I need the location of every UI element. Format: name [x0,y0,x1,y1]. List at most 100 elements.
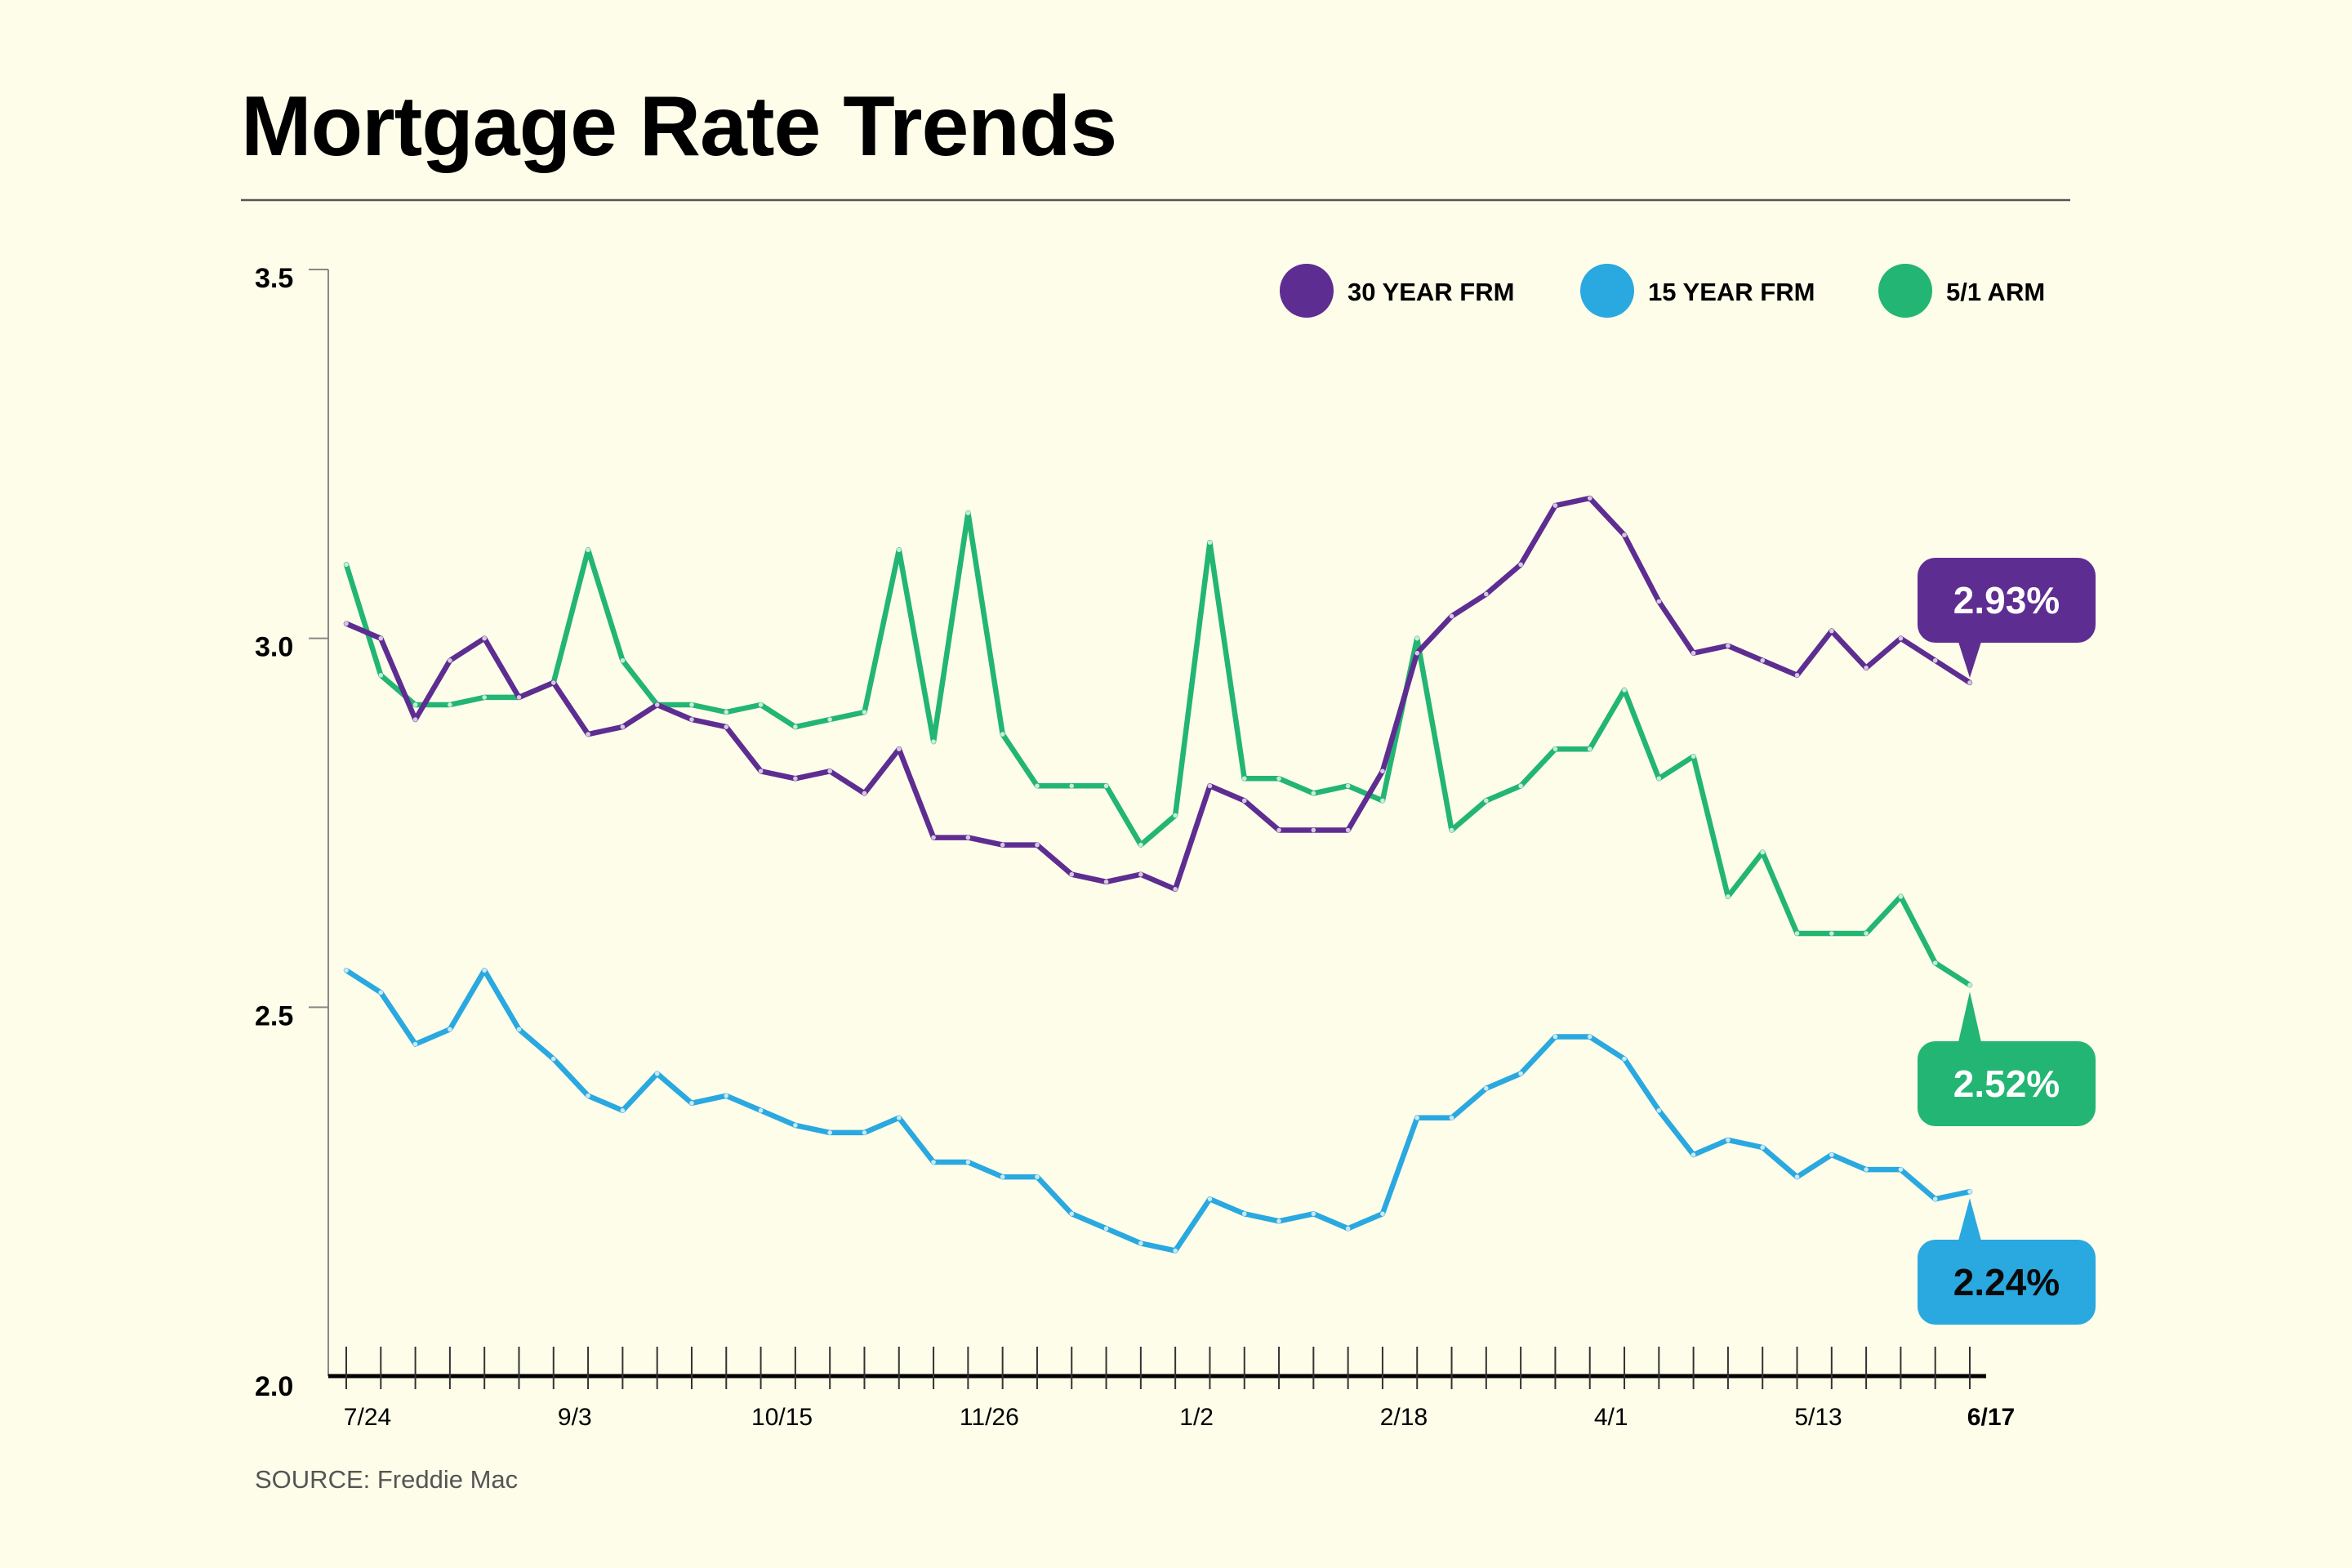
data-point [586,547,590,553]
data-point [1069,783,1075,789]
data-point [586,1093,590,1098]
data-point [1276,776,1281,782]
x-axis: 7/24 9/3 10/15 11/26 1/2 2/18 4/1 5/13 6/17 [328,1347,2015,1431]
data-point [1276,1218,1281,1224]
data-point [550,1056,556,1062]
callout-layer: 2.93% 2.52% 2.24% [1918,558,2096,1325]
data-point [378,635,384,641]
data-point [620,657,626,663]
y-tick-label: 3.5 [255,263,293,294]
data-point [620,724,626,729]
data-point [1898,1167,1904,1172]
data-point [482,635,487,641]
data-point [965,835,971,840]
data-point [1311,1211,1316,1217]
data-point [586,732,590,737]
data-point [1932,657,1938,663]
data-point [724,724,729,729]
x-tick-label: 4/1 [1594,1404,1628,1431]
x-tick-label: 2/18 [1380,1404,1428,1431]
data-point [1000,842,1005,848]
x-tick-label: 5/13 [1794,1404,1842,1431]
data-point [1103,1226,1109,1232]
data-point [1622,532,1627,537]
data-point [1103,879,1109,884]
data-point [1622,1056,1627,1062]
callout-15-year-frm: 2.24% [1918,1198,2096,1325]
series-line-30-year-frm [343,495,1973,893]
legend-item-30-year-frm: 30 YEAR FRM [1280,264,1514,318]
data-point [1000,1174,1005,1179]
series-5-1-arm [343,510,1973,988]
data-point [1726,1138,1731,1143]
data-point [1794,931,1800,936]
data-point [1345,783,1351,789]
data-point [1898,635,1904,641]
data-point [1138,1241,1143,1246]
data-point [378,990,384,996]
data-point [1241,798,1247,804]
data-point [550,680,556,685]
legend-item-15-year-frm: 15 YEAR FRM [1580,264,1815,318]
data-point [793,776,798,782]
data-point [758,768,764,774]
data-point [1932,960,1938,965]
data-point [827,768,832,774]
data-point [344,621,349,626]
callout-30-year-frm: 2.93% [1918,558,2096,678]
data-point [344,968,349,973]
data-point [378,673,384,678]
data-point [1829,628,1834,634]
x-tick-label: 6/17 [1967,1404,2015,1431]
series-line-5-1-arm [343,510,1973,988]
data-point [1690,754,1696,759]
data-point [1380,798,1385,804]
data-point [1552,1034,1558,1040]
data-point [1414,650,1420,656]
data-point [1656,1108,1662,1113]
data-point [1484,1085,1489,1091]
data-point [620,1108,626,1113]
data-point [896,547,902,553]
data-point [516,695,522,700]
data-point [1173,813,1178,818]
data-point [1690,1152,1696,1157]
data-point [1794,673,1800,678]
callout-pointer [1958,642,1981,678]
data-point [862,791,867,796]
data-point [1035,783,1040,789]
x-tick-label: 9/3 [558,1404,592,1431]
data-point [448,702,452,707]
data-point [1484,798,1489,804]
data-point [931,1160,936,1165]
data-point [1898,894,1904,899]
x-tick-label: 10/15 [751,1404,813,1431]
data-point [654,702,660,707]
data-point [758,1108,764,1113]
data-point [793,1123,798,1128]
data-point [758,702,764,707]
y-tick-label: 2.5 [255,1000,293,1031]
data-point [1380,1211,1385,1217]
data-point [1000,732,1005,737]
data-point [412,1041,418,1047]
data-point [689,1100,694,1106]
data-point [1864,666,1869,670]
data-point [1414,635,1420,641]
data-point [1173,887,1178,892]
legend-label-15-year-frm: 15 YEAR FRM [1648,278,1815,306]
data-point [1552,503,1558,508]
data-point [1760,849,1766,855]
series-15-year-frm [343,967,1973,1254]
data-point [1449,613,1454,619]
data-point [862,710,867,715]
data-point [482,968,487,973]
callout-value: 2.24% [1953,1261,2060,1303]
data-point [965,510,971,515]
data-point [1518,1071,1523,1076]
data-point [482,695,487,700]
data-point [1587,746,1592,751]
data-point [724,710,729,715]
data-point [412,717,418,722]
series-30-year-frm [343,495,1973,893]
